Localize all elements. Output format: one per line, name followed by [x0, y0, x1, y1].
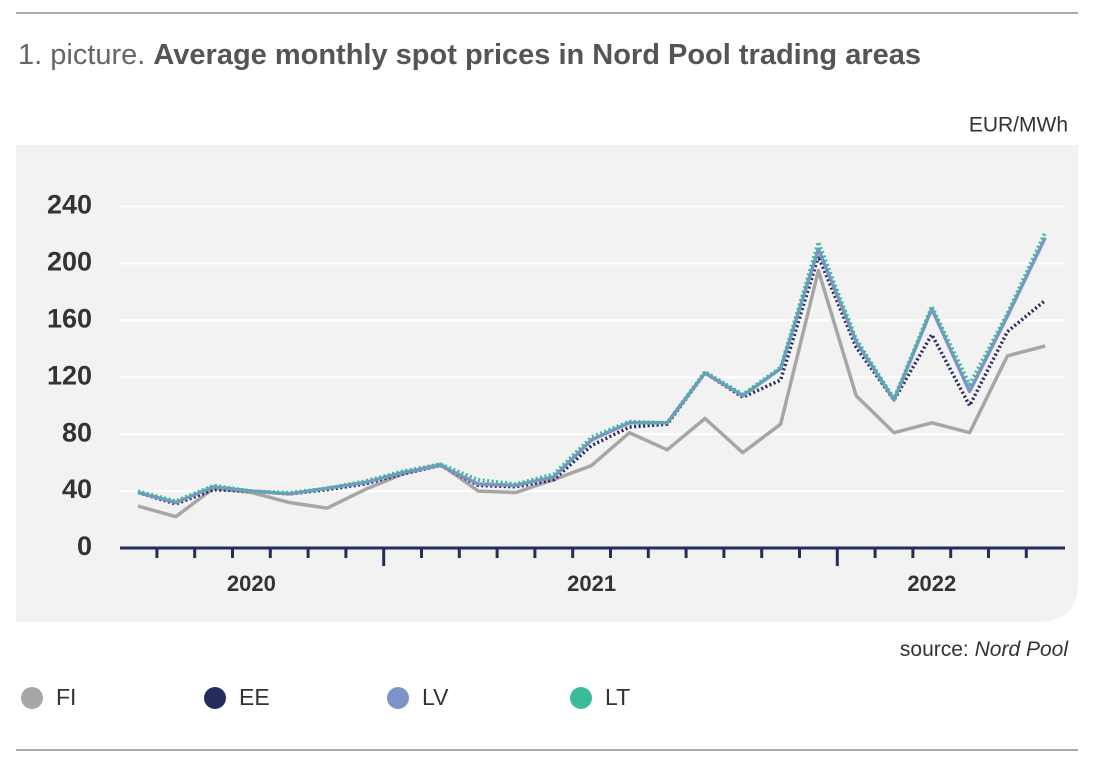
x-tick-label: 2021 [567, 571, 616, 596]
y-tick-label: 160 [47, 303, 92, 333]
source-label: source: [900, 638, 969, 661]
source-name: Nord Pool [975, 638, 1070, 661]
axis: 0 40 80 120 160 200 240 2020 2021 2022 [47, 190, 1065, 596]
series-line [137, 268, 1046, 519]
title-main: Average monthly spot prices in Nord Pool… [153, 39, 921, 71]
x-tick-label: 2020 [227, 571, 276, 596]
chart-title: 1. picture. Average monthly spot prices … [18, 39, 921, 71]
source: source: Nord Pool [900, 638, 1069, 661]
title-prefix: 1. picture. [18, 39, 145, 71]
legend-swatch [21, 687, 43, 709]
legend-label: LT [605, 684, 630, 710]
y-tick-label: 200 [47, 247, 92, 277]
legend-label: FI [56, 684, 76, 710]
y-tick-label: 240 [47, 190, 92, 220]
y-unit: EUR/MWh [969, 114, 1068, 137]
series-line [137, 237, 1047, 505]
legend: FI EE LV LT [21, 684, 630, 710]
plot-background [16, 145, 1078, 622]
legend-swatch [387, 687, 409, 709]
lines [137, 231, 1047, 519]
y-tick-label: 80 [62, 417, 92, 447]
legend-swatch [570, 687, 592, 709]
y-tick-label: 40 [62, 474, 92, 504]
legend-label: EE [239, 684, 270, 710]
y-tick-label: 0 [77, 531, 92, 561]
y-tick-label: 120 [47, 360, 92, 390]
legend-label: LV [422, 684, 449, 710]
x-tick-label: 2022 [907, 571, 956, 596]
legend-swatch [204, 687, 226, 709]
